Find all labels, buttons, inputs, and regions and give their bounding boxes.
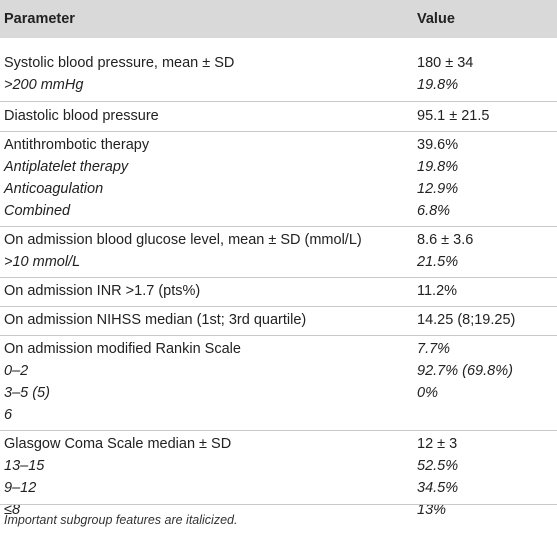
table-row: On admission INR >1.7 (pts%) 11.2% [0, 281, 557, 303]
value-cell: 0% [417, 385, 438, 401]
value-cell: 19.8% [417, 77, 459, 93]
row-group-dbp: Diastolic blood pressure 95.1 ± 21.5 [0, 102, 557, 132]
value-cell: 6.8% [417, 203, 451, 219]
table-row: Combined 6.8% [0, 201, 557, 223]
table-row: On admission NIHSS median (1st; 3rd quar… [0, 310, 557, 332]
table-row: Systolic blood pressure, mean ± SD 180 ±… [0, 53, 557, 75]
table-row: 0–2 92.7% (69.8%) [0, 361, 557, 383]
table-row: >10 mmol/L 21.5% [0, 252, 557, 274]
table-row: On admission modified Rankin Scale 7.7% [0, 339, 557, 361]
row-group-antithrombotic: Antithrombotic therapy 39.6% Antiplatele… [0, 132, 557, 227]
table-header: Parameter Value [0, 0, 557, 38]
value-cell: 13% [417, 502, 447, 518]
value-cell: 92.7% (69.8%) [417, 363, 513, 379]
param-cell: On admission blood glucose level, mean ±… [4, 232, 362, 248]
value-cell: 14.25 (8;19.25) [417, 312, 516, 328]
row-group-inr: On admission INR >1.7 (pts%) 11.2% [0, 278, 557, 307]
value-cell: 8.6 ± 3.6 [417, 232, 474, 248]
value-cell: 12 ± 3 [417, 436, 458, 452]
table-row: 9–12 34.5% [0, 478, 557, 500]
param-cell: Systolic blood pressure, mean ± SD [4, 55, 235, 71]
table-row: 3–5 (5) 0% [0, 383, 557, 405]
table-bottom-rule [0, 504, 557, 505]
value-cell: 21.5% [417, 254, 459, 270]
param-cell: 9–12 [4, 480, 37, 496]
table-row: On admission blood glucose level, mean ±… [0, 230, 557, 252]
param-cell: Glasgow Coma Scale median ± SD [4, 436, 232, 452]
param-cell: Combined [4, 203, 71, 219]
value-cell: 11.2% [417, 283, 458, 299]
param-cell: 0–2 [4, 363, 29, 379]
table-row: ≤8 13% [0, 500, 557, 522]
value-cell: 180 ± 34 [417, 55, 474, 71]
param-cell: Antithrombotic therapy [4, 137, 150, 153]
value-cell: 12.9% [417, 181, 459, 197]
value-cell: 19.8% [417, 159, 459, 175]
row-group-nihss: On admission NIHSS median (1st; 3rd quar… [0, 307, 557, 336]
row-group-gcs: Glasgow Coma Scale median ± SD 12 ± 3 13… [0, 431, 557, 524]
header-parameter: Parameter [4, 11, 75, 27]
row-group-rankin: On admission modified Rankin Scale 7.7% … [0, 336, 557, 431]
table-row: Glasgow Coma Scale median ± SD 12 ± 3 [0, 434, 557, 456]
table-row: Anticoagulation 12.9% [0, 179, 557, 201]
value-cell: 34.5% [417, 480, 459, 496]
param-cell: Anticoagulation [4, 181, 104, 197]
table-row: 6 [0, 405, 557, 427]
param-cell: 13–15 [4, 458, 45, 474]
value-cell: 95.1 ± 21.5 [417, 108, 490, 124]
param-cell: On admission NIHSS median (1st; 3rd quar… [4, 312, 307, 328]
table-row: >200 mmHg 19.8% [0, 75, 557, 97]
param-cell: >200 mmHg [4, 77, 84, 93]
table-row: Diastolic blood pressure 95.1 ± 21.5 [0, 106, 557, 128]
param-cell: >10 mmol/L [4, 254, 81, 270]
table-row: Antithrombotic therapy 39.6% [0, 135, 557, 157]
param-cell: On admission modified Rankin Scale [4, 341, 241, 357]
row-group-glucose: On admission blood glucose level, mean ±… [0, 227, 557, 278]
value-cell: 7.7% [417, 341, 451, 357]
row-group-sbp: Systolic blood pressure, mean ± SD 180 ±… [0, 53, 557, 102]
param-cell: Antiplatelet therapy [4, 159, 129, 175]
header-value: Value [417, 11, 455, 27]
param-cell: On admission INR >1.7 (pts%) [4, 283, 201, 299]
value-cell: 39.6% [417, 137, 459, 153]
table-row: 13–15 52.5% [0, 456, 557, 478]
param-cell: 3–5 (5) [4, 385, 50, 401]
table-footnote: Important subgroup features are italiciz… [4, 513, 238, 527]
value-cell: 52.5% [417, 458, 459, 474]
param-cell: ≤8 [4, 502, 21, 518]
table-row: Antiplatelet therapy 19.8% [0, 157, 557, 179]
param-cell: Diastolic blood pressure [4, 108, 159, 124]
param-cell: 6 [4, 407, 13, 423]
